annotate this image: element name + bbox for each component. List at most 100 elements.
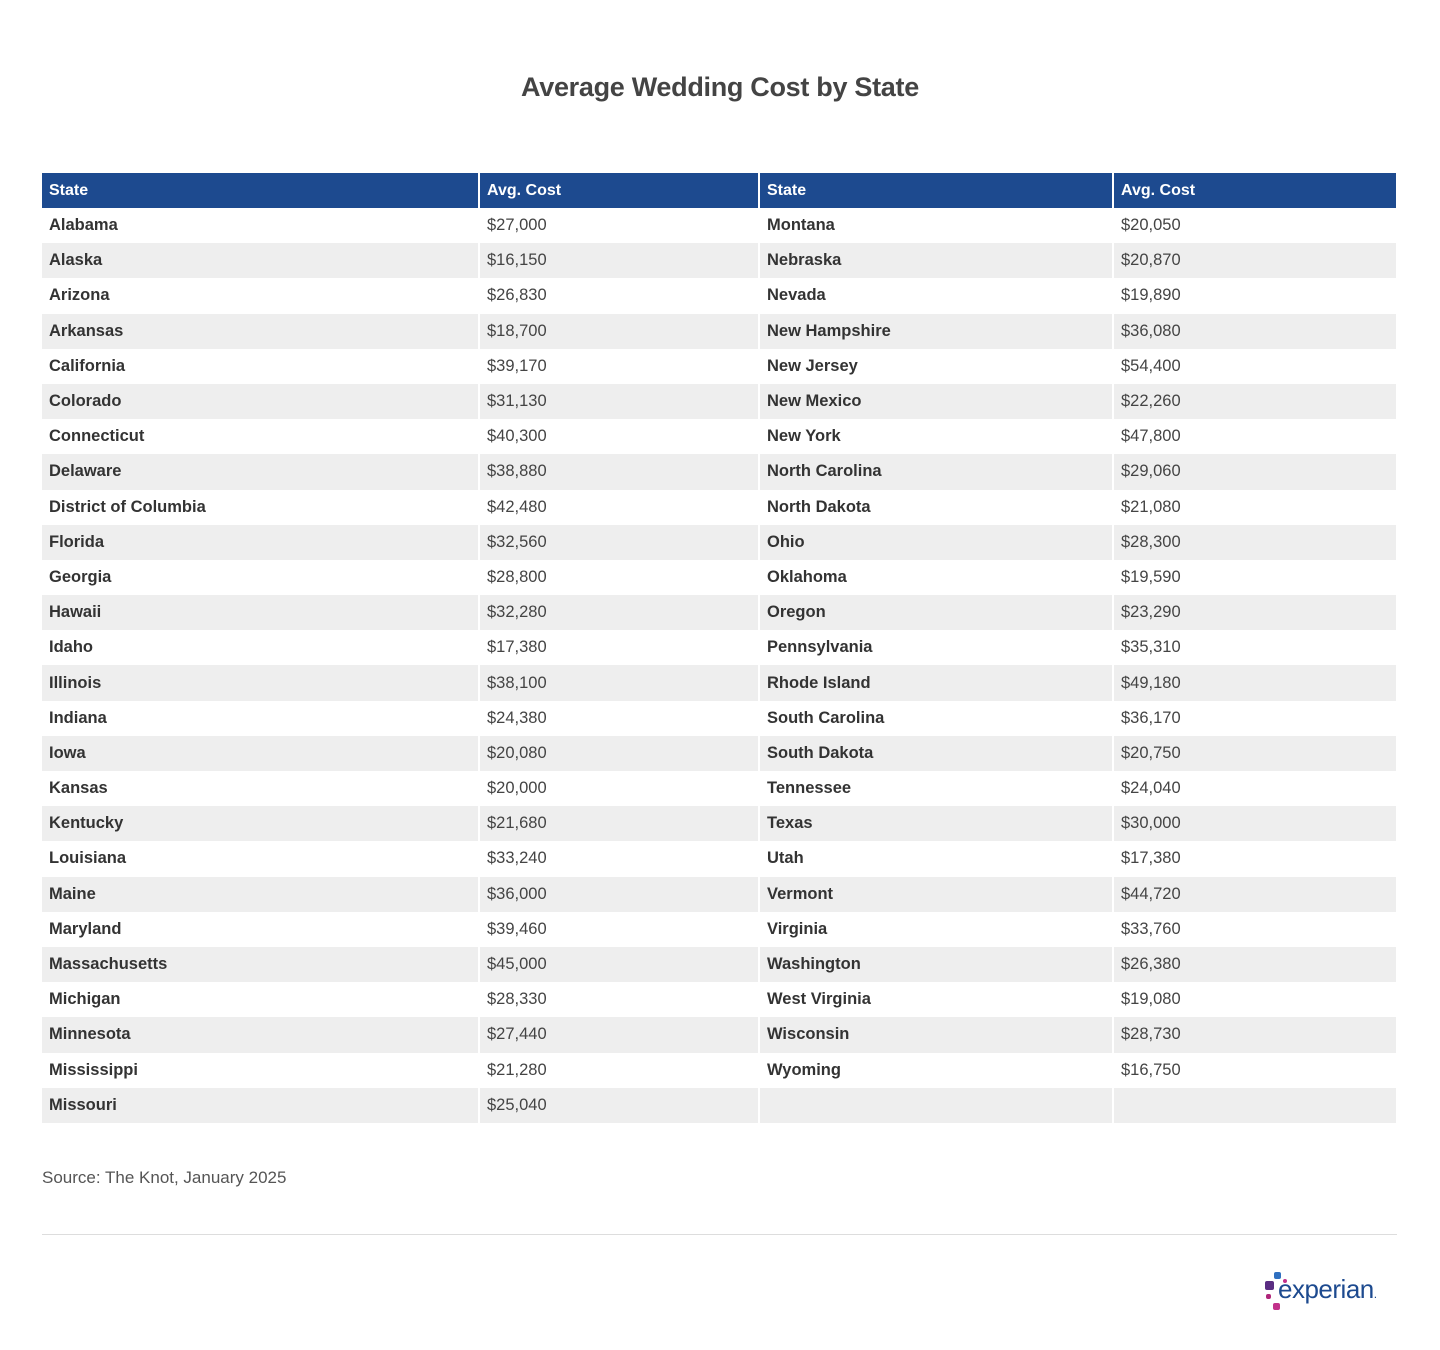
cell-state-right: Nebraska bbox=[760, 243, 1114, 279]
cell-cost-left: $21,680 bbox=[480, 806, 760, 842]
table-row: Alabama $27,000 Montana $20,050 bbox=[42, 208, 1396, 244]
cell-state-left: Kansas bbox=[42, 771, 480, 807]
table-row: Illinois $38,100 Rhode Island $49,180 bbox=[42, 665, 1396, 701]
wedding-cost-table: State Avg. Cost State Avg. Cost Alabama $… bbox=[42, 173, 1396, 1123]
table-row: Idaho $17,380 Pennsylvania $35,310 bbox=[42, 630, 1396, 666]
cell-cost-right: $24,040 bbox=[1121, 779, 1181, 798]
cell-cost-right: $28,300 bbox=[1114, 524, 1396, 560]
cell-state-left: Arizona bbox=[42, 278, 480, 314]
cell-cost-right: $20,050 bbox=[1121, 216, 1181, 235]
table-row: Georgia $28,800 Oklahoma $19,590 bbox=[42, 559, 1396, 596]
table-row: Massachusetts $45,000 Washington $26,380 bbox=[42, 946, 1396, 983]
cell-state-right: New York bbox=[760, 419, 1114, 455]
cell-state-left: Illinois bbox=[42, 665, 480, 701]
cell-cost-left: $27,440 bbox=[480, 1017, 760, 1053]
cell-cost-right: $44,720 bbox=[1114, 876, 1396, 912]
table-row: Minnesota $27,440 Wisconsin $28,730 bbox=[42, 1017, 1396, 1053]
table-row: Delaware $38,880 North Carolina $29,060 bbox=[42, 454, 1396, 490]
logo-dot-magenta bbox=[1266, 1294, 1271, 1299]
logo-dot-pink bbox=[1273, 1303, 1280, 1310]
cell-cost-left: $32,280 bbox=[480, 595, 760, 631]
table-row: Connecticut $40,300 New York $47,800 bbox=[42, 419, 1396, 455]
cell-cost-left: $26,830 bbox=[480, 278, 760, 314]
cell-cost-right: $22,260 bbox=[1114, 383, 1396, 420]
cell-cost-left: $45,000 bbox=[480, 946, 760, 983]
cell-cost-right: $19,590 bbox=[1121, 567, 1181, 586]
cell-state-right: Oregon bbox=[760, 595, 1114, 631]
cell-cost-left: $32,560 bbox=[480, 524, 760, 560]
cell-state-left: Arkansas bbox=[42, 313, 480, 349]
cell-state-left: Kentucky bbox=[42, 806, 480, 842]
cell-cost-left: $17,380 bbox=[480, 630, 760, 666]
cell-cost-left: $36,000 bbox=[480, 876, 760, 912]
cell-state-left: Massachusetts bbox=[42, 946, 480, 983]
cell-cost-right: $21,080 bbox=[1121, 497, 1181, 516]
cell-state-right: Tennessee bbox=[760, 771, 1114, 807]
cell-cost-right: $26,380 bbox=[1114, 946, 1396, 983]
table-row: Missouri $25,040 bbox=[42, 1087, 1396, 1123]
cell-state-left: Louisiana bbox=[42, 841, 480, 877]
table-row: Louisiana $33,240 Utah $17,380 bbox=[42, 841, 1396, 877]
cell-state-left: Minnesota bbox=[42, 1017, 480, 1053]
cell-state-right: West Virginia bbox=[760, 982, 1114, 1018]
cell-cost-right: $19,890 bbox=[1121, 286, 1181, 305]
table-header-row: State Avg. Cost State Avg. Cost bbox=[42, 173, 1396, 208]
cell-cost-right: $54,400 bbox=[1121, 356, 1181, 375]
cell-state-right: Pennsylvania bbox=[760, 630, 1114, 666]
cell-cost-left: $20,080 bbox=[480, 735, 760, 771]
cell-state-left: Missouri bbox=[42, 1087, 480, 1123]
cell-cost-left: $25,040 bbox=[480, 1087, 760, 1123]
cell-state-left: Connecticut bbox=[42, 419, 480, 455]
table-row: Florida $32,560 Ohio $28,300 bbox=[42, 524, 1396, 560]
cell-state-right: Oklahoma bbox=[760, 559, 1114, 596]
cell-state-left: Michigan bbox=[42, 982, 480, 1018]
cell-cost-right: $35,310 bbox=[1121, 638, 1181, 657]
cell-cost-left: $31,130 bbox=[480, 383, 760, 420]
cell-cost-left: $33,240 bbox=[480, 841, 760, 877]
table-row: Alaska $16,150 Nebraska $20,870 bbox=[42, 243, 1396, 279]
experian-logo: experian. bbox=[1262, 1268, 1392, 1314]
table-row: Colorado $31,130 New Mexico $22,260 bbox=[42, 383, 1396, 420]
cell-state-left: Alaska bbox=[42, 243, 480, 279]
cell-cost-right: $36,170 bbox=[1121, 708, 1181, 727]
table-row: Hawaii $32,280 Oregon $23,290 bbox=[42, 595, 1396, 631]
cell-state-right: Wisconsin bbox=[760, 1017, 1114, 1053]
table-body: Alabama $27,000 Montana $20,050 Alaska $16,15… bbox=[42, 208, 1396, 1123]
logo-dot-blue bbox=[1274, 1272, 1281, 1279]
cell-cost-left: $39,460 bbox=[480, 911, 760, 947]
header-cost-right: Avg. Cost bbox=[1114, 173, 1396, 208]
cell-cost-left: $42,480 bbox=[480, 489, 760, 525]
cell-state-right: Vermont bbox=[760, 876, 1114, 912]
cell-state-right: South Dakota bbox=[760, 735, 1114, 771]
cell-state-left: Alabama bbox=[42, 208, 480, 244]
cell-cost-right: $33,760 bbox=[1121, 919, 1181, 938]
cell-cost-left: $38,100 bbox=[480, 665, 760, 701]
cell-cost-left: $16,150 bbox=[480, 243, 760, 279]
cell-cost-left: $24,380 bbox=[480, 700, 760, 736]
logo-wordmark: experian. bbox=[1278, 1274, 1377, 1304]
cell-state-right bbox=[760, 1087, 1114, 1123]
cell-state-right: New Mexico bbox=[760, 383, 1114, 420]
chart-title: Average Wedding Cost by State bbox=[521, 72, 919, 102]
cell-cost-right: $20,870 bbox=[1114, 243, 1396, 279]
table-row: Michigan $28,330 West Virginia $19,080 bbox=[42, 982, 1396, 1018]
cell-cost-right: $30,000 bbox=[1114, 806, 1396, 842]
cell-state-right: Ohio bbox=[760, 524, 1114, 560]
cell-cost-right: $20,750 bbox=[1114, 735, 1396, 771]
table-row: Arkansas $18,700 New Hampshire $36,080 bbox=[42, 313, 1396, 349]
cell-state-right: North Carolina bbox=[760, 454, 1114, 490]
cell-cost-right bbox=[1114, 1087, 1396, 1123]
cell-state-right: Nevada bbox=[760, 278, 1114, 314]
cell-state-left: Mississippi bbox=[42, 1052, 480, 1088]
cell-cost-right: $17,380 bbox=[1121, 849, 1181, 868]
logo-dot-small bbox=[1283, 1279, 1287, 1283]
cell-state-left: Colorado bbox=[42, 383, 480, 420]
logo-dot-purple bbox=[1265, 1281, 1274, 1290]
cell-cost-left: $39,170 bbox=[480, 348, 760, 384]
cell-cost-left: $21,280 bbox=[480, 1052, 760, 1088]
header-state-right: State bbox=[760, 173, 1114, 208]
cell-state-right: Washington bbox=[760, 946, 1114, 983]
cell-state-left: Idaho bbox=[42, 630, 480, 666]
cell-cost-left: $40,300 bbox=[480, 419, 760, 455]
cell-cost-right: $47,800 bbox=[1121, 427, 1181, 446]
